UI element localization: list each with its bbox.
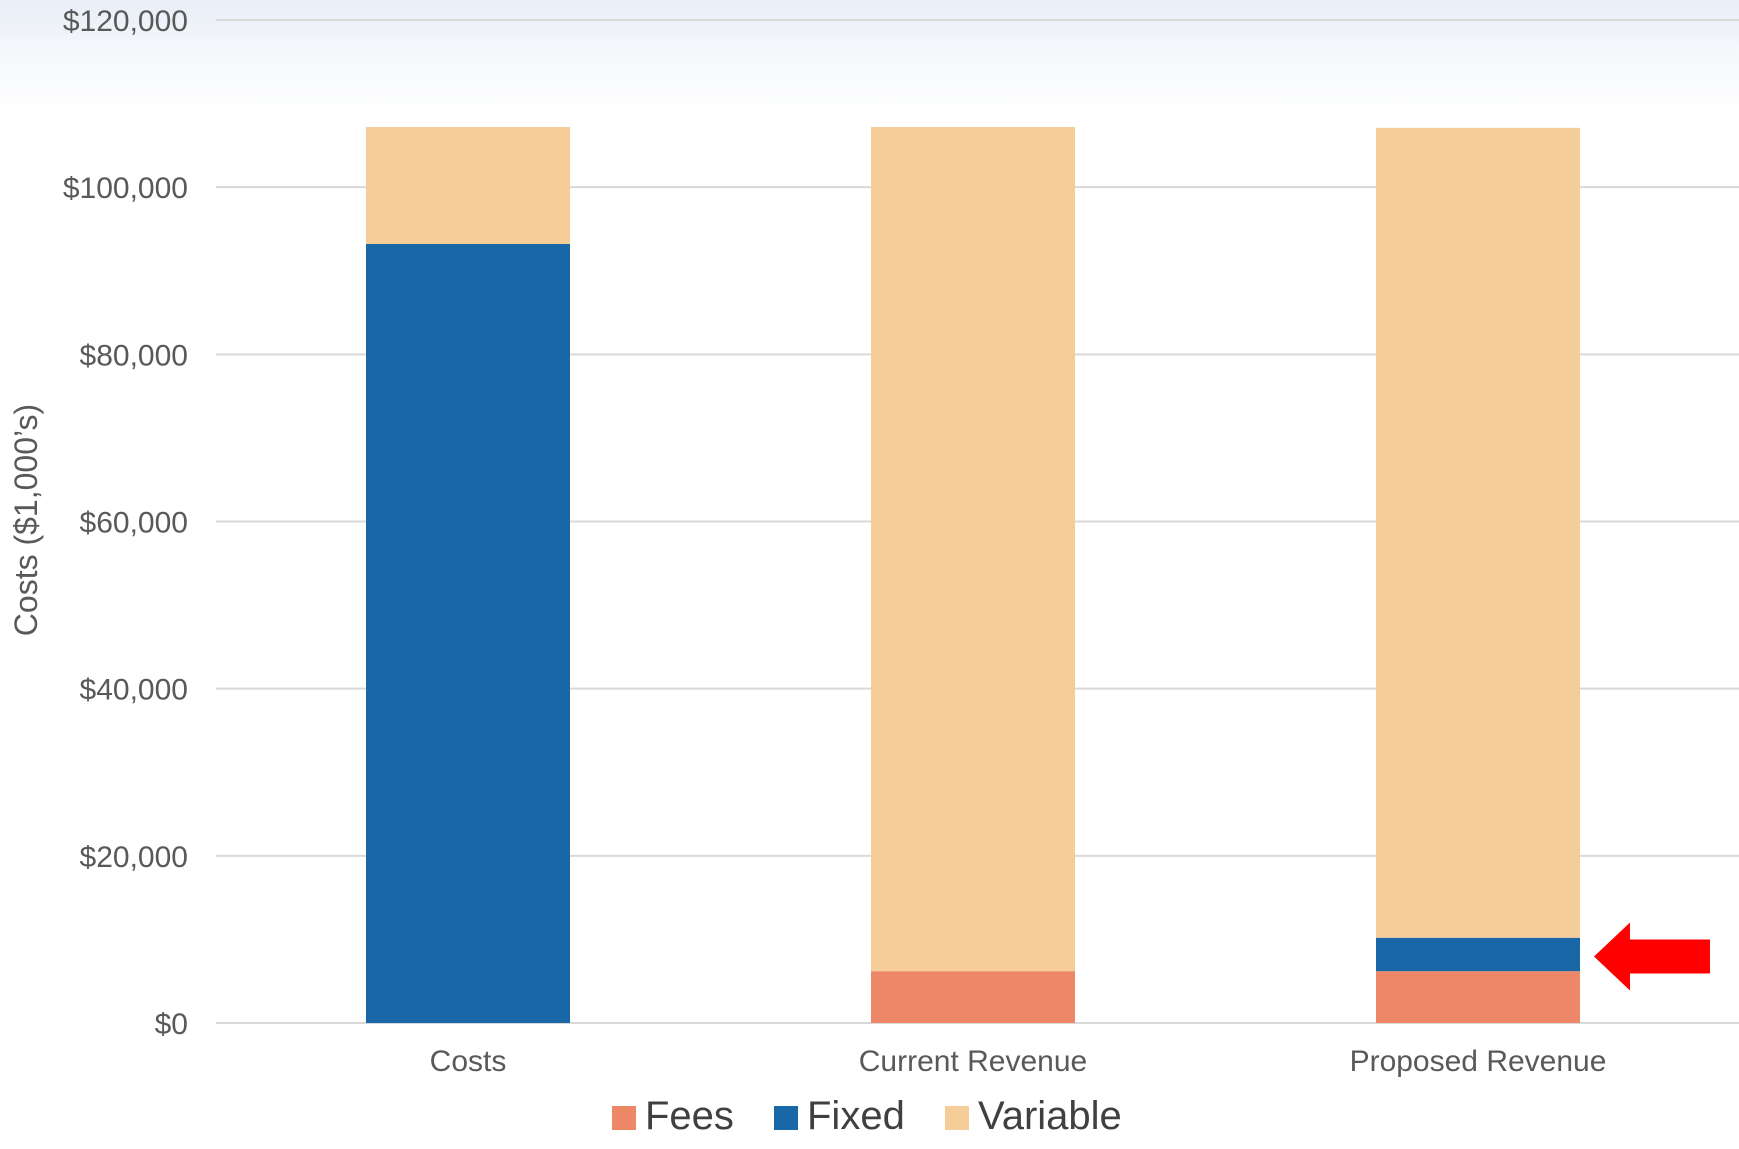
x-tick-labels: Costs Current Revenue Proposed Revenue: [430, 1045, 1607, 1078]
legend-swatch-variable: [945, 1106, 969, 1130]
y-tick-label: $120,000: [63, 5, 188, 38]
bar-segment-fees: [1376, 971, 1580, 1023]
y-tick-label: $100,000: [63, 172, 188, 205]
x-tick-label: Costs: [430, 1045, 507, 1078]
bars: [366, 126, 1580, 1024]
x-tick-label: Current Revenue: [859, 1045, 1087, 1078]
legend-swatch-fees: [612, 1106, 636, 1130]
y-tick-label: $60,000: [80, 507, 188, 540]
y-tick-labels: $0 $20,000 $40,000 $60,000 $80,000 $100,000 $1…: [63, 5, 188, 1041]
bar-segment-variable: [366, 126, 570, 245]
legend-label-fees: Fees: [645, 1094, 734, 1138]
arrow-icon: [1594, 922, 1710, 991]
x-tick-label: Proposed Revenue: [1350, 1045, 1607, 1078]
bar-segment-fees: [871, 971, 1075, 1023]
y-tick-label: $80,000: [80, 339, 188, 372]
bar-segment-fixed: [366, 244, 570, 1024]
bar-segment-fixed: [1376, 937, 1580, 972]
annotations: [1594, 922, 1710, 991]
y-tick-label: $40,000: [80, 674, 188, 707]
legend-label-fixed: Fixed: [807, 1094, 905, 1138]
legend-swatch-fixed: [774, 1106, 798, 1130]
legend: Fees Fixed Variable: [612, 1094, 1122, 1138]
y-axis-label: Costs ($1,000’s): [8, 404, 44, 636]
legend-label-variable: Variable: [978, 1094, 1122, 1138]
y-tick-label: $0: [155, 1008, 188, 1041]
y-tick-label: $20,000: [80, 841, 188, 874]
bar-segment-variable: [1376, 127, 1580, 938]
bar-segment-variable: [871, 126, 1075, 972]
